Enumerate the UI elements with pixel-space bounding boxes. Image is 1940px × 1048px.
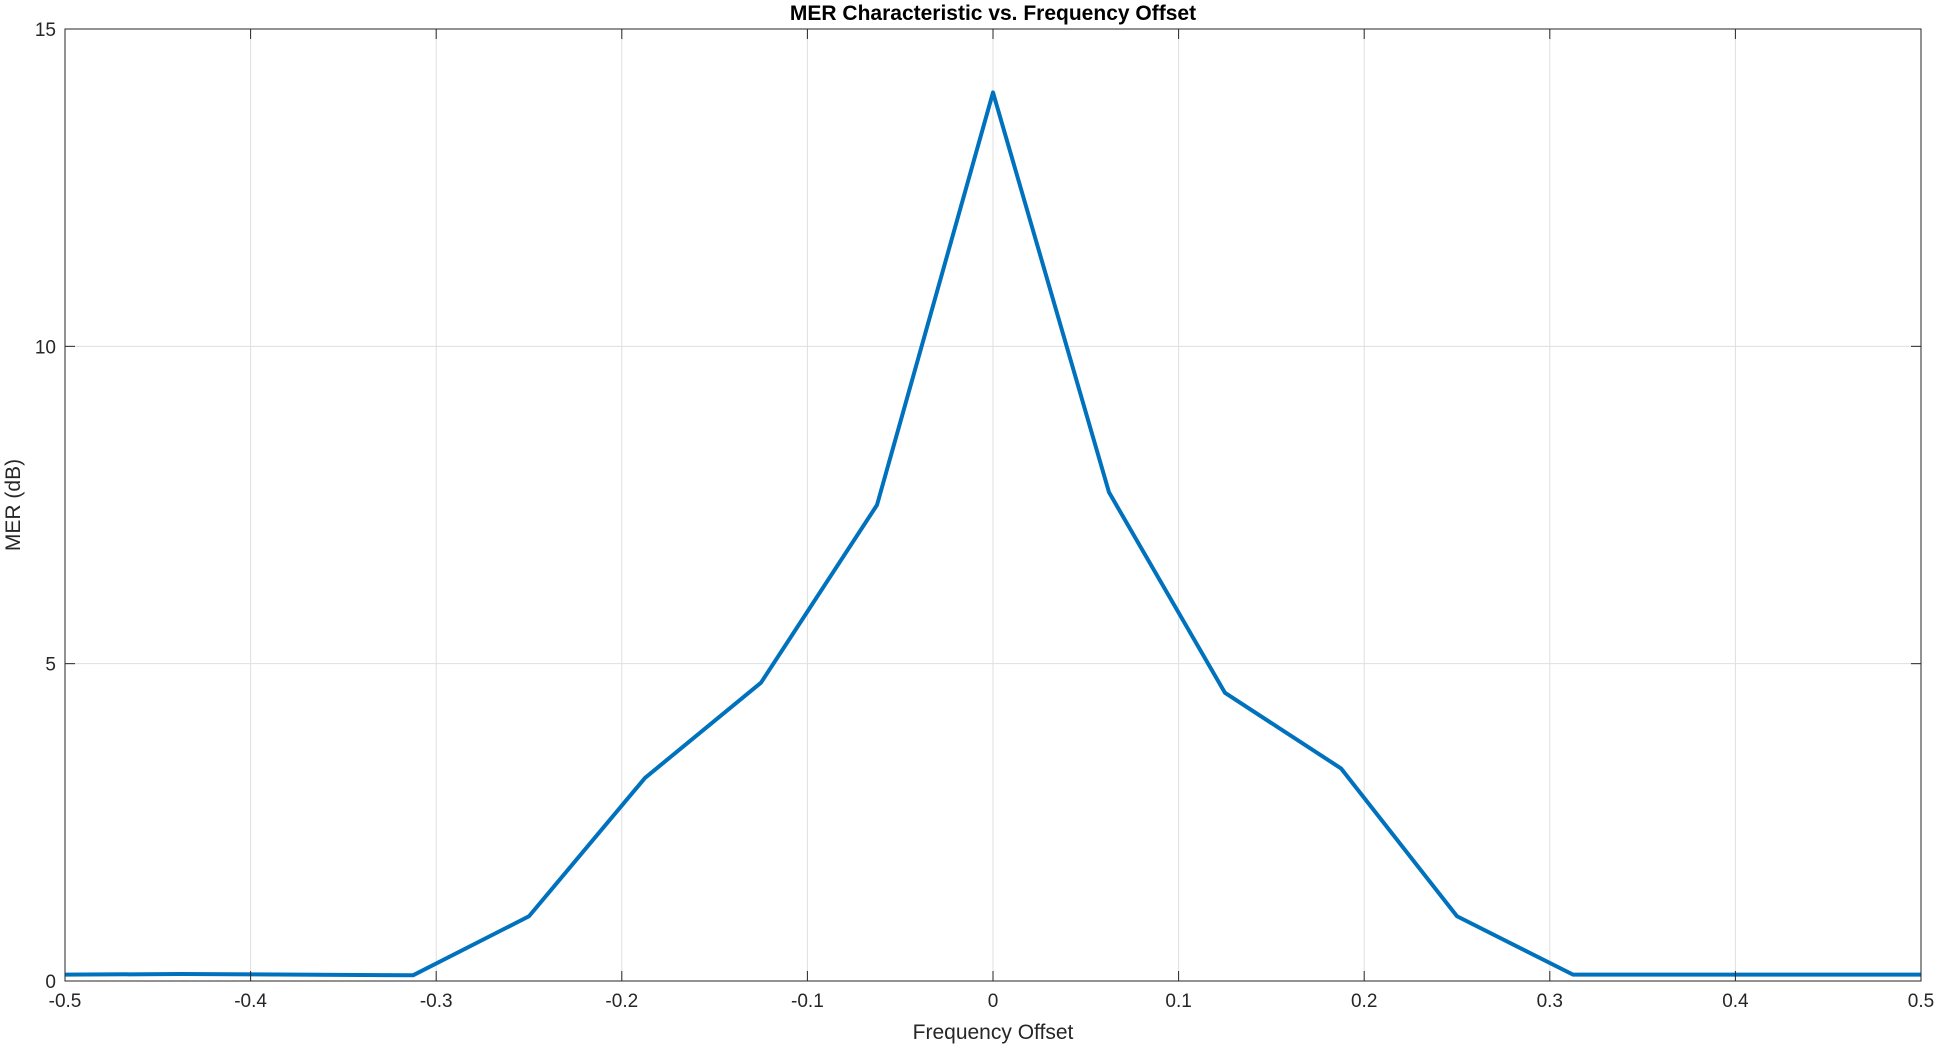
- x-tick-label: -0.5: [49, 991, 82, 1012]
- x-tick-label: -0.2: [605, 991, 638, 1012]
- x-tick-label: -0.4: [234, 991, 267, 1012]
- x-tick-label: 0.4: [1722, 991, 1749, 1012]
- y-tick-label: 5: [45, 655, 56, 676]
- x-tick-label: 0: [988, 991, 999, 1012]
- x-tick-label: -0.3: [420, 991, 453, 1012]
- chart-title: MER Characteristic vs. Frequency Offset: [790, 2, 1196, 25]
- x-tick-label: 0.3: [1537, 991, 1563, 1012]
- series-line: [64, 90, 1921, 978]
- x-tick-label: 0.1: [1165, 991, 1191, 1012]
- y-tick-label: 15: [35, 20, 56, 41]
- x-tick-label: 0.2: [1351, 991, 1377, 1012]
- y-tick-label: 10: [35, 337, 56, 358]
- x-tick-label: -0.1: [791, 991, 824, 1012]
- x-axis-label: Frequency Offset: [913, 1021, 1074, 1044]
- series-layer: [64, 90, 1921, 978]
- ticks-layer: -0.5 -0.4 -0.3 -0.2 -0.1 0 0.1 0.2 0.3 0.4 0.5 0 5 10…: [35, 20, 1934, 1012]
- x-tick-label: 0.5: [1908, 991, 1934, 1012]
- y-tick-label: 0: [45, 972, 56, 993]
- y-axis-label: MER (dB): [2, 459, 25, 551]
